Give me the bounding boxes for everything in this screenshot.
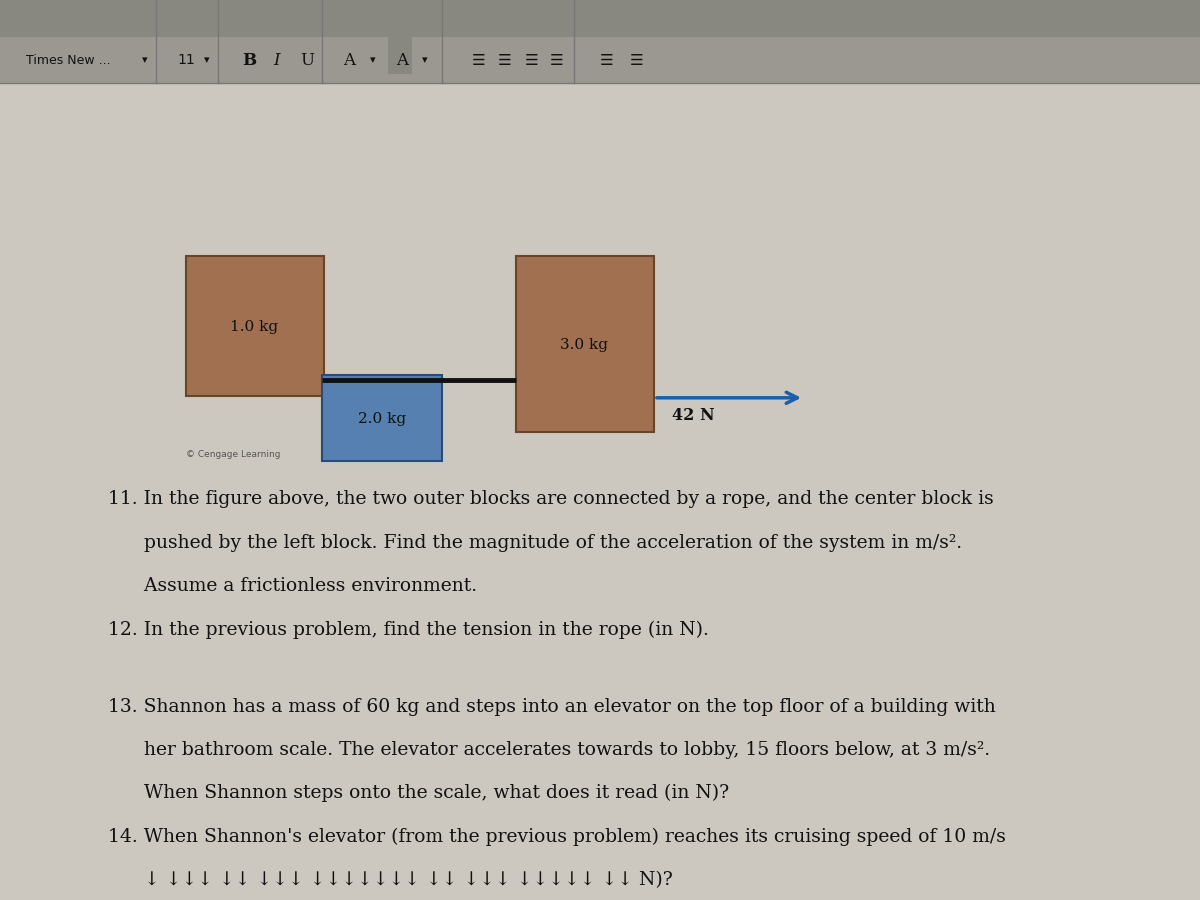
Bar	[0, 0, 1200, 83]
Bar	[186, 256, 324, 396]
Text: 13. Shannon has a mass of 60 kg and steps into an elevator on the top floor of a: 13. Shannon has a mass of 60 kg and step…	[108, 698, 996, 716]
Text: B: B	[242, 52, 257, 69]
Text: When Shannon steps onto the scale, what does it read (in N)?: When Shannon steps onto the scale, what …	[108, 784, 730, 802]
Text: ▾: ▾	[370, 56, 376, 66]
Text: A: A	[343, 52, 355, 69]
Bar	[388, 37, 412, 74]
Text: 11: 11	[178, 53, 196, 68]
Text: © Cengage Learning: © Cengage Learning	[186, 450, 281, 459]
Text: Times New ...: Times New ...	[26, 54, 112, 67]
Text: ☰: ☰	[600, 53, 613, 68]
Text: U: U	[300, 52, 314, 69]
Text: 11. In the figure above, the two outer blocks are connected by a rope, and the c: 11. In the figure above, the two outer b…	[108, 491, 994, 508]
Text: pushed by the left block. Find the magnitude of the acceleration of the system i: pushed by the left block. Find the magni…	[108, 534, 962, 552]
Text: ☰: ☰	[550, 53, 563, 68]
Text: 1.0 kg: 1.0 kg	[230, 320, 278, 334]
Text: ▾: ▾	[422, 56, 428, 66]
Text: I: I	[274, 52, 281, 69]
Text: 14. When Shannon's elevator (from the previous problem) reaches its cruising spe: 14. When Shannon's elevator (from the pr…	[108, 828, 1006, 846]
Text: ▾: ▾	[204, 56, 210, 66]
Text: her bathroom scale. The elevator accelerates towards to lobby, 15 floors below, : her bathroom scale. The elevator acceler…	[108, 741, 990, 759]
Text: ☰: ☰	[472, 53, 485, 68]
Text: 3.0 kg: 3.0 kg	[560, 338, 608, 352]
Bar	[0, 37, 1200, 83]
Text: ↓ ↓↓↓ ↓↓ ↓↓↓ ↓↓↓↓↓↓↓ ↓↓ ↓↓↓ ↓↓↓↓↓ ↓↓ N)?: ↓ ↓↓↓ ↓↓ ↓↓↓ ↓↓↓↓↓↓↓ ↓↓ ↓↓↓ ↓↓↓↓↓ ↓↓ N)?	[108, 871, 673, 889]
Text: ▾: ▾	[142, 56, 148, 66]
Text: ☰: ☰	[630, 53, 643, 68]
Bar	[322, 375, 442, 461]
Text: 42 N: 42 N	[672, 408, 715, 424]
Text: A: A	[396, 52, 408, 69]
Text: ☰: ☰	[524, 53, 538, 68]
Text: Assume a frictionless environment.: Assume a frictionless environment.	[108, 577, 478, 595]
Text: 12. In the previous problem, find the tension in the rope (in N).: 12. In the previous problem, find the te…	[108, 621, 709, 639]
Text: ☰: ☰	[498, 53, 511, 68]
Bar	[516, 256, 654, 432]
Text: 2.0 kg: 2.0 kg	[358, 411, 406, 426]
